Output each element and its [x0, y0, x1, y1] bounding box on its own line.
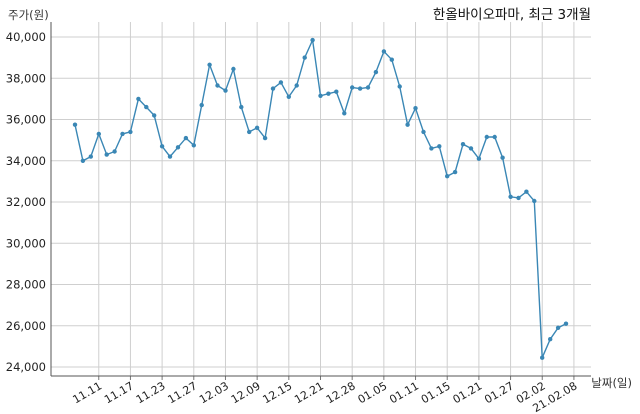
- data-point: [167, 154, 173, 159]
- y-tick-label: 36,000: [6, 113, 46, 127]
- data-point: [492, 134, 497, 140]
- data-point: [452, 169, 458, 175]
- x-tick-label: 12.15: [261, 379, 295, 406]
- y-tick-label: 34,000: [6, 154, 46, 168]
- data-point: [120, 131, 125, 137]
- data-point: [278, 80, 284, 85]
- data-point: [112, 149, 117, 154]
- data-point: [421, 129, 426, 135]
- x-tick-label: 11.17: [102, 379, 136, 406]
- y-tick-label: 26,000: [6, 319, 46, 333]
- data-point: [72, 122, 78, 127]
- series-layer: [72, 37, 569, 360]
- y-tick-labels: 24,000 26,000 28,000 30,000 32,000 34,000 36,0…: [6, 30, 46, 374]
- chart-title: 한올바이오파마, 최근 3개월: [433, 7, 591, 23]
- data-point: [159, 144, 165, 149]
- x-tick-labels: 11.1111.1711.2311.2712.0312.0912.1512.21…: [70, 379, 579, 414]
- x-tick-label: 11.27: [166, 379, 200, 406]
- data-point: [247, 129, 252, 135]
- y-tick-label: 30,000: [6, 236, 46, 250]
- data-point: [548, 337, 553, 342]
- y-tick-label: 38,000: [6, 71, 46, 85]
- data-point: [524, 189, 529, 194]
- data-point: [389, 57, 394, 62]
- x-tick-label: 01.27: [482, 379, 516, 406]
- data-point: [88, 154, 94, 159]
- data-point: [500, 155, 505, 160]
- data-point: [365, 85, 371, 90]
- data-point: [215, 83, 220, 88]
- y-tick-label: 24,000: [6, 360, 46, 374]
- data-point: [96, 131, 102, 137]
- data-point: [223, 88, 228, 93]
- data-point: [516, 195, 521, 201]
- data-point: [326, 91, 331, 96]
- data-point: [373, 69, 379, 75]
- data-point: [128, 129, 133, 135]
- data-point: [302, 55, 307, 60]
- axes: [50, 22, 591, 380]
- x-tick-label: 11.23: [134, 379, 168, 406]
- x-tick-label: 12.21: [292, 379, 326, 406]
- x-tick-label: 01.05: [356, 379, 390, 406]
- data-point: [555, 325, 561, 330]
- y-tick-label: 40,000: [6, 30, 46, 44]
- data-point: [445, 174, 450, 179]
- grid-lines: [51, 22, 591, 376]
- x-axis-label: 날짜(일): [591, 376, 632, 390]
- data-point: [231, 66, 236, 72]
- data-point: [357, 86, 363, 91]
- data-point: [191, 143, 196, 148]
- data-point: [318, 93, 323, 99]
- x-tick-label: 12.09: [229, 379, 263, 406]
- data-point: [437, 144, 442, 149]
- data-point: [381, 49, 387, 54]
- data-point: [144, 104, 149, 110]
- x-tick-label: 01.11: [387, 379, 421, 406]
- data-point: [397, 84, 402, 89]
- data-point: [199, 102, 204, 108]
- data-point: [136, 96, 141, 102]
- data-point: [80, 158, 86, 163]
- data-point: [468, 146, 474, 151]
- data-point: [207, 62, 212, 67]
- data-point: [413, 106, 418, 111]
- data-point: [239, 104, 244, 110]
- y-tick-label: 28,000: [6, 278, 46, 292]
- y-axis-label: 주가(원): [8, 8, 49, 22]
- x-tick-label: 12.28: [324, 379, 358, 406]
- x-tick-label: 01.21: [451, 379, 485, 406]
- x-tick-label: 11.11: [70, 379, 104, 406]
- data-point: [540, 355, 545, 360]
- data-point: [563, 321, 569, 326]
- x-tick-label: 12.03: [197, 379, 231, 406]
- data-point: [104, 152, 109, 157]
- data-point: [405, 122, 410, 127]
- data-point: [254, 125, 260, 130]
- data-point: [310, 37, 315, 43]
- data-point: [532, 198, 537, 204]
- data-point: [508, 194, 513, 199]
- x-tick-label: 01.15: [419, 379, 453, 406]
- data-point: [294, 83, 299, 88]
- data-point: [334, 89, 339, 94]
- data-point: [152, 113, 157, 118]
- data-point: [350, 85, 355, 90]
- data-point: [429, 146, 434, 151]
- data-point: [262, 135, 268, 141]
- data-point: [175, 145, 181, 150]
- data-point: [183, 135, 189, 141]
- y-tick-label: 32,000: [6, 195, 46, 209]
- data-point: [342, 111, 347, 116]
- data-point: [476, 156, 482, 161]
- data-point: [484, 134, 489, 140]
- data-point: [270, 86, 276, 91]
- data-point: [460, 142, 466, 147]
- data-point: [286, 94, 291, 100]
